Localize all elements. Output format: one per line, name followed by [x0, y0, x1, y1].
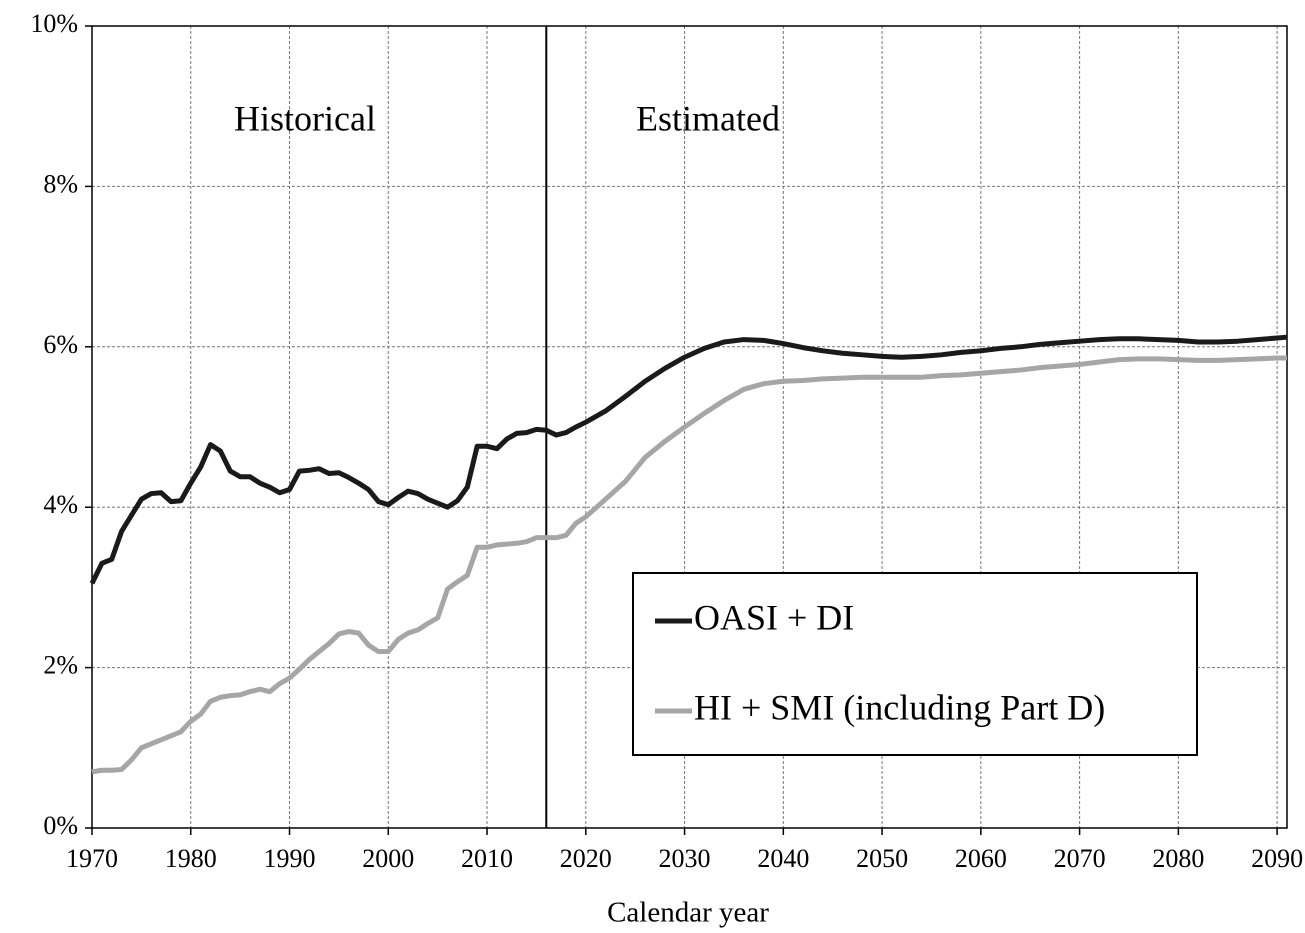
y-tick-label: 4%: [43, 490, 78, 519]
legend-label: HI + SMI (including Part D): [694, 687, 1105, 727]
x-tick-label: 2080: [1152, 844, 1204, 873]
x-tick-label: 2040: [757, 844, 809, 873]
y-tick-label: 0%: [43, 811, 78, 840]
x-axis-label: Calendar year: [607, 897, 769, 929]
y-tick-label: 2%: [43, 651, 78, 680]
x-tick-label: 2060: [955, 844, 1007, 873]
plot-border: [91, 25, 1288, 829]
series-line: [91, 355, 1287, 775]
y-tick-label: 6%: [43, 330, 78, 359]
x-tick-label: 2070: [1054, 844, 1106, 873]
y-tick-label: 10%: [30, 9, 78, 38]
legend-label: OASI + DI: [694, 597, 854, 637]
x-tick-label: 2050: [856, 844, 908, 873]
legend-box: [632, 572, 1198, 756]
series-line: [89, 334, 1288, 585]
x-tick-label: 2030: [659, 844, 711, 873]
annotation: Estimated: [636, 98, 780, 138]
annotation: Historical: [234, 98, 376, 138]
x-tick-label: 1990: [264, 844, 316, 873]
y-tick-label: 8%: [43, 169, 78, 198]
x-tick-label: 2090: [1251, 844, 1303, 873]
x-tick-label: 1970: [66, 844, 118, 873]
x-tick-label: 2020: [560, 844, 612, 873]
x-tick-label: 2010: [461, 844, 513, 873]
x-tick-label: 1980: [165, 844, 217, 873]
x-tick-label: 2000: [362, 844, 414, 873]
